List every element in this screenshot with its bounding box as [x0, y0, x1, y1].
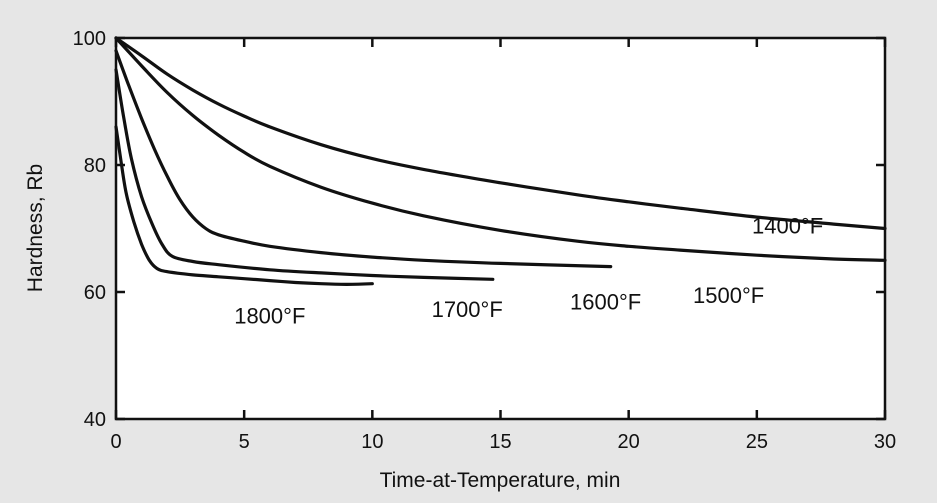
series-line-1700f	[114, 68, 495, 281]
y-tick-label: 100	[73, 28, 106, 50]
y-tick-label: 80	[84, 155, 106, 177]
x-tick-label: 0	[110, 431, 121, 453]
series-label-1800f: 1800°F	[234, 303, 305, 328]
series-label-1600f: 1600°F	[570, 290, 641, 315]
series-labels: 1400°F 1500°F 1600°F 1700°F 1800°F	[234, 213, 823, 328]
y-axis-title: Hardness, Rb	[24, 164, 47, 292]
series-label-1400f: 1400°F	[752, 213, 823, 238]
y-tick-label: 40	[84, 409, 106, 431]
series-line-1400f	[114, 36, 887, 231]
x-axis-ticks: 0 5 10 15 20 25 30	[110, 38, 896, 453]
series-line-1800f	[114, 125, 374, 286]
x-tick-label: 15	[489, 431, 511, 453]
x-tick-label: 10	[361, 431, 383, 453]
y-axis-ticks: 40 60 80 100	[73, 28, 885, 431]
series-lines	[114, 36, 887, 286]
series-label-1700f: 1700°F	[432, 297, 503, 322]
x-tick-label: 30	[874, 431, 896, 453]
x-tick-label: 25	[746, 431, 768, 453]
y-tick-label: 60	[84, 282, 106, 304]
series-line-1600f	[114, 49, 613, 269]
x-tick-label: 20	[618, 431, 640, 453]
series-line-1500f	[114, 36, 887, 262]
plot-area	[114, 36, 887, 421]
series-label-1500f: 1500°F	[693, 283, 764, 308]
x-axis-title: Time-at-Temperature, min	[380, 469, 621, 492]
x-tick-label: 5	[239, 431, 250, 453]
